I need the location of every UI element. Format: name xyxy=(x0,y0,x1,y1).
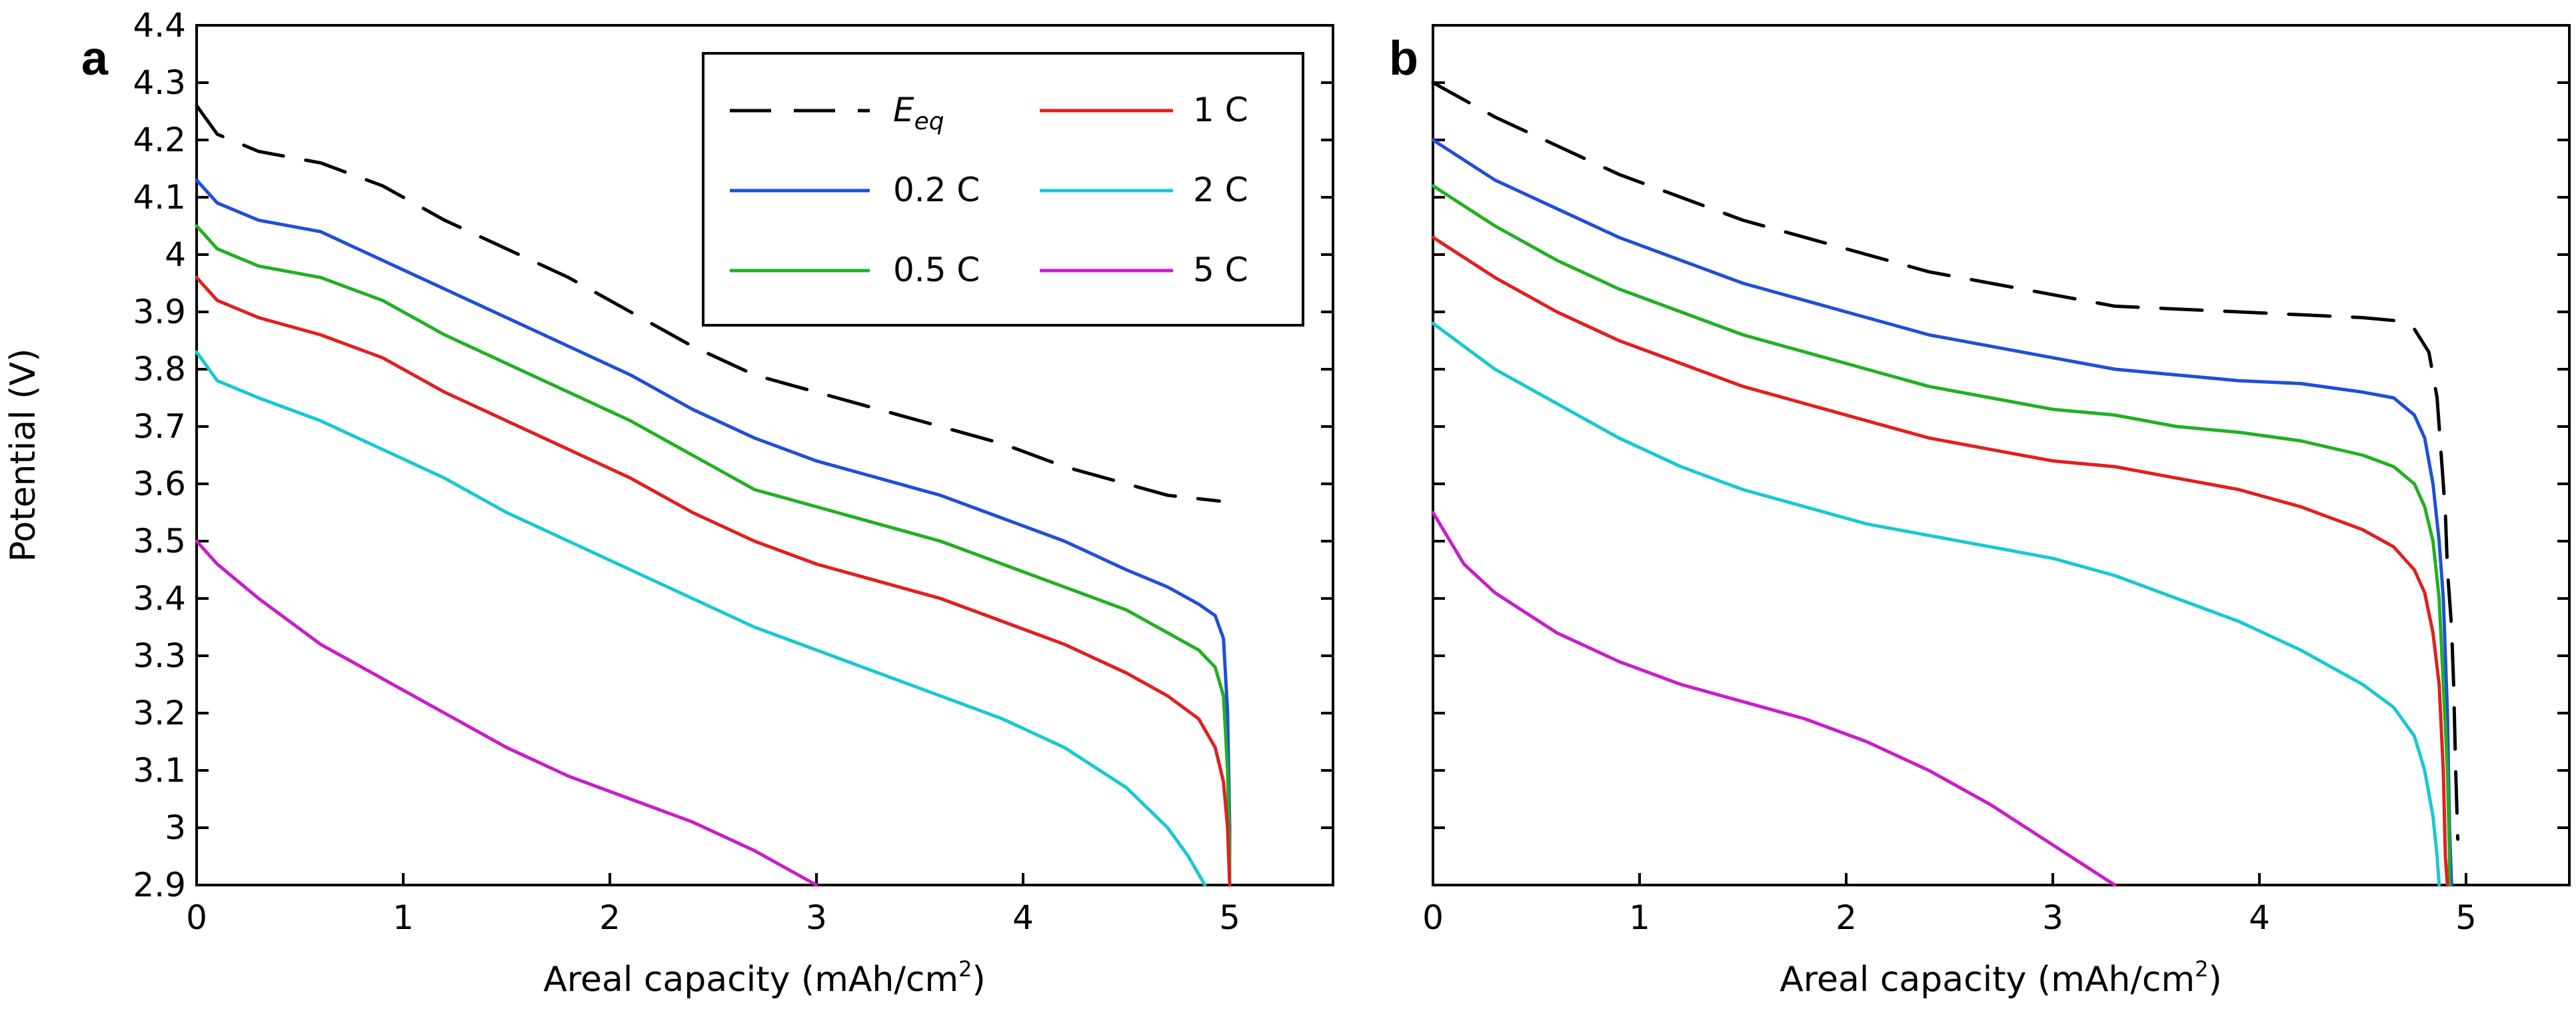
panel-a-y-tick-label: 4.3 xyxy=(133,63,186,102)
panel-a-series-0-5-c xyxy=(195,224,1232,887)
panel-b-series-1-c xyxy=(1431,235,2449,887)
panel-a-y-tick-label: 3.4 xyxy=(133,579,186,618)
panel-a-y-tick-label: 3 xyxy=(165,808,186,847)
panel-b-x-tick-label: 5 xyxy=(2455,898,2477,937)
panel-b-series-2-c xyxy=(1431,321,2441,887)
legend-label-2c: 2 C xyxy=(1193,171,1248,209)
panel-b-x-tick-label: 1 xyxy=(1629,898,1650,937)
panel-a-x-tick-label: 4 xyxy=(1012,898,1034,937)
panel-a-y-tick-label: 2.9 xyxy=(133,866,186,904)
legend: Eeq 1 C 0.2 C 2 C 0.5 C 5 C xyxy=(702,52,1304,327)
panel-b-x-axis-label: Areal capacity (mAh/cm2) xyxy=(1780,956,2222,1000)
panel-a-x-tick-label: 5 xyxy=(1219,898,1240,937)
legend-label-1c: 1 C xyxy=(1193,91,1248,129)
panel-a-lines xyxy=(195,103,1232,887)
panel-a-y-tick-label: 3.8 xyxy=(133,350,186,389)
panel-a-y-tick-label: 3.5 xyxy=(133,522,186,560)
panel-b-xlabel-end: ) xyxy=(2209,960,2222,1000)
panel-a-y-tick-label: 4.2 xyxy=(133,121,186,159)
panel-a-y-tick-label: 4.4 xyxy=(133,6,186,45)
panel-a-y-tick-label: 3.9 xyxy=(133,293,186,331)
panel-b-lines xyxy=(1431,81,2460,887)
panel-b-xlabel-sup: 2 xyxy=(2195,956,2208,982)
legend-label-0-2c: 0.2 C xyxy=(893,171,980,209)
panel-a-ticks: 0 1 2 3 4 5 2.9 3 3.1 3.2 3.3 3.4 3.5 3.6 3.7 3.8 3.9 4 4.… xyxy=(133,6,1333,937)
panel-a-y-tick-label: 3.1 xyxy=(133,751,186,790)
panel-b-series-e-eq xyxy=(1431,81,2460,841)
panel-b-ticks: 0 1 2 3 4 5 xyxy=(1422,24,2569,937)
panel-b-x-tick-label: 4 xyxy=(2249,898,2270,937)
panel-b-xlabel-main: Areal capacity (mAh/cm xyxy=(1780,960,2195,1000)
panel-a-series-1-c xyxy=(195,275,1232,887)
panel-a-y-tick-label: 3.7 xyxy=(133,407,186,446)
panel-a-series-2-c xyxy=(195,350,1207,887)
y-axis-label: Potential (V) xyxy=(3,349,43,562)
panel-b-x-tick-label: 2 xyxy=(1836,898,1857,937)
panel-a-series-e-eq xyxy=(195,103,1221,503)
panel-a: 0 1 2 3 4 5 2.9 3 3.1 3.2 3.3 3.4 3.5 3.6 3.7 3.8 3.9 4 4.… xyxy=(3,6,1334,1000)
panel-b-x-tick-label: 0 xyxy=(1422,898,1444,937)
panel-a-letter: a xyxy=(81,32,109,85)
panel-a-y-tick-label: 3.6 xyxy=(133,465,186,503)
panel-a-y-tick-label: 4.1 xyxy=(133,178,186,217)
legend-label-eeq: Eeq xyxy=(893,91,944,135)
panel-b-x-tick-label: 3 xyxy=(2042,898,2063,937)
panel-a-x-tick-label: 1 xyxy=(393,898,414,937)
panel-a-series-5-c xyxy=(195,539,818,887)
panel-b-series-0-5-c xyxy=(1431,184,2451,887)
panel-a-x-axis-label: Areal capacity (mAh/cm2) xyxy=(543,956,986,1000)
panel-a-y-tick-label: 3.3 xyxy=(133,636,186,675)
panel-a-y-tick-label: 3.2 xyxy=(133,694,186,732)
panel-a-frame xyxy=(195,24,1334,886)
legend-label-5c: 5 C xyxy=(1193,251,1248,289)
panel-a-y-tick-label: 4 xyxy=(165,235,186,274)
panel-a-xlabel-main: Areal capacity (mAh/cm xyxy=(543,960,958,1000)
panel-a-x-tick-label: 3 xyxy=(806,898,827,937)
panel-a-series-0-2-c xyxy=(195,178,1232,887)
panel-b-frame xyxy=(1432,24,2571,886)
panel-b-series-0-2-c xyxy=(1431,138,2453,887)
panel-b-series-5-c xyxy=(1431,510,2117,887)
panel-b-letter: b xyxy=(1389,32,1418,85)
panel-a-x-tick-label: 2 xyxy=(599,898,621,937)
panel-a-xlabel-end: ) xyxy=(972,960,986,1000)
panel-a-xlabel-sup: 2 xyxy=(958,956,972,982)
panel-a-x-tick-label: 0 xyxy=(186,898,207,937)
legend-label-0-5c: 0.5 C xyxy=(893,251,980,289)
